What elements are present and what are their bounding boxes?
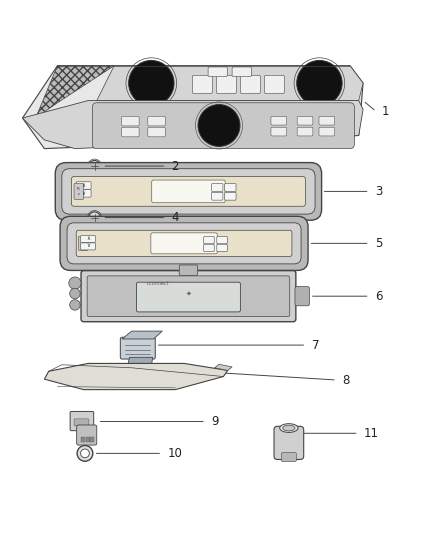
FancyBboxPatch shape [319,127,335,136]
FancyBboxPatch shape [271,116,287,125]
FancyBboxPatch shape [212,192,223,200]
Polygon shape [215,364,232,370]
FancyBboxPatch shape [217,236,227,244]
Text: 8: 8 [342,374,350,386]
Circle shape [70,300,80,310]
FancyBboxPatch shape [76,182,91,189]
FancyBboxPatch shape [81,271,296,322]
Text: 4: 4 [171,211,178,224]
FancyBboxPatch shape [70,411,94,431]
FancyBboxPatch shape [122,116,139,126]
FancyBboxPatch shape [76,230,292,256]
Text: R
c: R c [77,187,80,196]
FancyBboxPatch shape [77,425,97,445]
Text: ∧: ∧ [86,236,90,240]
Polygon shape [127,357,152,367]
FancyBboxPatch shape [179,265,198,276]
Circle shape [89,160,100,172]
FancyBboxPatch shape [208,67,227,77]
Text: 2: 2 [171,159,178,173]
FancyBboxPatch shape [152,180,225,203]
Circle shape [89,212,100,223]
Text: ✦: ✦ [186,291,191,297]
FancyBboxPatch shape [62,169,315,214]
FancyBboxPatch shape [192,75,212,94]
FancyBboxPatch shape [232,67,251,77]
FancyBboxPatch shape [122,127,139,137]
Text: 5: 5 [375,237,382,250]
FancyBboxPatch shape [151,233,217,254]
FancyBboxPatch shape [92,103,354,149]
FancyBboxPatch shape [90,437,94,442]
Circle shape [69,277,81,289]
Text: 6: 6 [375,290,382,303]
Text: 11: 11 [364,427,379,440]
FancyBboxPatch shape [297,116,313,125]
FancyBboxPatch shape [282,453,296,462]
Circle shape [129,60,174,106]
FancyBboxPatch shape [148,127,165,137]
FancyBboxPatch shape [204,244,214,252]
Polygon shape [122,331,162,339]
Circle shape [70,288,80,299]
FancyBboxPatch shape [225,192,236,200]
Text: 10: 10 [167,447,182,460]
FancyBboxPatch shape [71,176,305,206]
FancyBboxPatch shape [120,337,155,359]
Ellipse shape [280,424,298,432]
Polygon shape [22,66,363,149]
FancyBboxPatch shape [204,236,214,244]
Polygon shape [35,66,114,118]
FancyBboxPatch shape [148,116,165,126]
FancyBboxPatch shape [74,183,84,199]
FancyBboxPatch shape [67,223,301,264]
FancyBboxPatch shape [74,419,89,426]
Text: 3: 3 [375,185,382,198]
FancyBboxPatch shape [76,190,91,197]
FancyBboxPatch shape [86,437,90,442]
FancyBboxPatch shape [319,116,335,125]
FancyBboxPatch shape [297,127,313,136]
FancyBboxPatch shape [295,287,309,306]
FancyBboxPatch shape [87,276,290,317]
FancyBboxPatch shape [81,437,85,442]
FancyBboxPatch shape [137,282,240,312]
FancyBboxPatch shape [212,183,223,191]
FancyBboxPatch shape [225,183,236,191]
Ellipse shape [283,425,295,431]
Text: 7: 7 [311,338,319,352]
FancyBboxPatch shape [217,244,227,252]
Polygon shape [44,364,228,390]
FancyBboxPatch shape [265,75,285,94]
FancyBboxPatch shape [81,236,95,243]
FancyBboxPatch shape [240,75,261,94]
FancyBboxPatch shape [78,236,88,251]
Text: ∨: ∨ [86,243,90,248]
FancyBboxPatch shape [271,127,287,136]
Text: uconnect: uconnect [147,280,170,286]
FancyBboxPatch shape [274,426,304,459]
Text: 1: 1 [381,105,389,118]
FancyBboxPatch shape [55,163,321,220]
Polygon shape [22,101,363,149]
FancyBboxPatch shape [60,216,308,270]
Text: ∧: ∧ [81,183,86,188]
Circle shape [81,449,89,458]
FancyBboxPatch shape [216,75,237,94]
Circle shape [198,104,240,147]
FancyBboxPatch shape [81,243,95,250]
Circle shape [77,446,93,461]
Text: ∨: ∨ [81,191,86,196]
Polygon shape [97,66,363,101]
Circle shape [297,60,342,106]
Text: 9: 9 [211,415,219,428]
